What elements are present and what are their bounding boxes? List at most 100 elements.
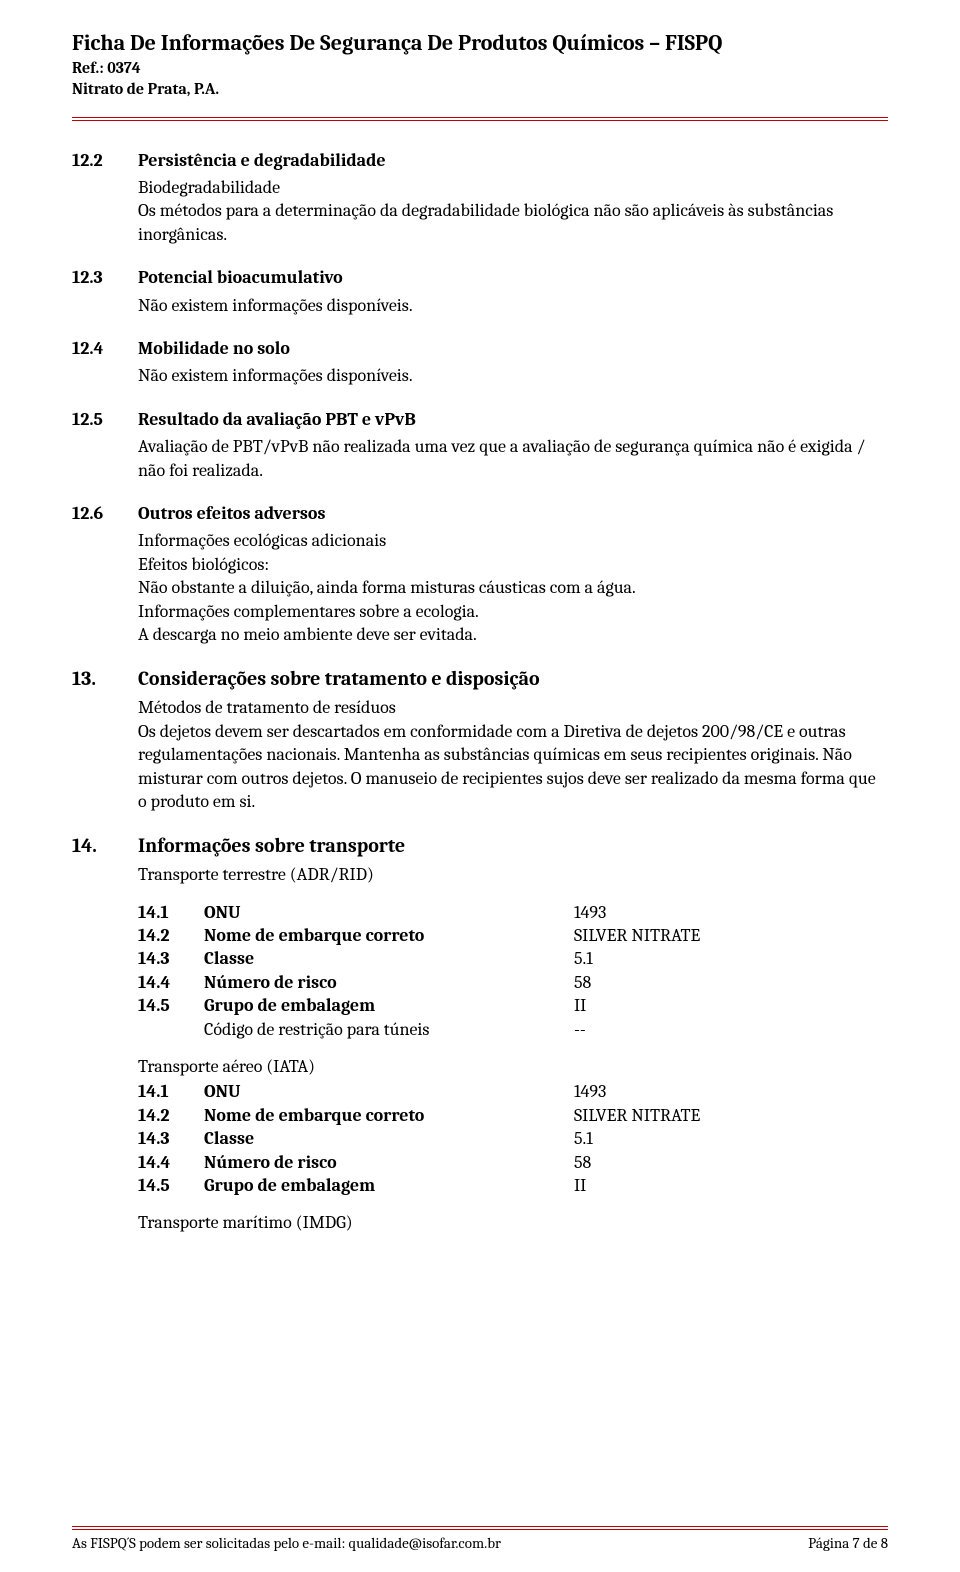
row-label: Grupo de embalagem <box>204 994 574 1017</box>
row-value: 1493 <box>574 1080 888 1103</box>
table-row: 14.5 Grupo de embalagem II <box>138 1174 888 1197</box>
header-rule <box>72 117 888 121</box>
row-num: 14.3 <box>138 1127 204 1150</box>
doc-title: Ficha De Informações De Segurança De Pro… <box>72 30 888 58</box>
doc-product: Nitrato de Prata, P.A. <box>72 79 888 101</box>
document-footer: As FISPQ´S podem ser solicitadas pelo e-… <box>72 1526 888 1552</box>
row-value: 58 <box>574 1151 888 1174</box>
section-body: Transporte terrestre (ADR/RID) <box>138 863 888 886</box>
body-line: Informações complementares sobre a ecolo… <box>138 600 888 623</box>
body-line: A descarga no meio ambiente deve ser evi… <box>138 623 888 646</box>
row-value: 5.1 <box>574 1127 888 1150</box>
section-title: Potencial bioacumulativo <box>138 266 343 289</box>
body-line: Informações ecológicas adicionais <box>138 529 888 552</box>
footer-line: As FISPQ´S podem ser solicitadas pelo e-… <box>72 1534 888 1552</box>
section-body: Biodegradabilidade Os métodos para a det… <box>138 176 888 246</box>
doc-ref: Ref.: 0374 <box>72 58 888 80</box>
section-number: 12.4 <box>72 337 138 360</box>
body-line: Métodos de tratamento de resíduos <box>138 696 888 719</box>
section-body: Não existem informações disponíveis. <box>138 364 888 387</box>
table-row: 14.2 Nome de embarque correto SILVER NIT… <box>138 924 888 947</box>
row-value: -- <box>574 1018 888 1041</box>
section-title: Resultado da avaliação PBT e vPvB <box>138 408 416 431</box>
body-line: Biodegradabilidade <box>138 176 888 199</box>
transport-mode-label: Transporte aéreo (IATA) <box>138 1055 888 1078</box>
table-row: 14.1 ONU 1493 <box>138 1080 888 1103</box>
table-row: 14.2 Nome de embarque correto SILVER NIT… <box>138 1104 888 1127</box>
body-line: Avaliação de PBT/vPvB não realizada uma … <box>138 435 888 482</box>
row-label: ONU <box>204 1080 574 1103</box>
transport-mode-label: Transporte marítimo (IMDG) <box>138 1211 888 1234</box>
row-num: 14.3 <box>138 947 204 970</box>
section-heading: 12.4 Mobilidade no solo <box>72 337 888 360</box>
row-label: Código de restrição para túneis <box>204 1018 574 1041</box>
table-row: 14.1 ONU 1493 <box>138 901 888 924</box>
section-title: Persistência e degradabilidade <box>138 149 386 172</box>
section-number: 14. <box>72 833 138 859</box>
document-page: Ficha De Informações De Segurança De Pro… <box>0 0 960 1572</box>
section-body: Avaliação de PBT/vPvB não realizada uma … <box>138 435 888 482</box>
section-body: Não existem informações disponíveis. <box>138 294 888 317</box>
section-heading: 13. Considerações sobre tratamento e dis… <box>72 666 888 692</box>
body-line: Os métodos para a determinação da degrad… <box>138 199 888 246</box>
table-row: 14.3 Classe 5.1 <box>138 947 888 970</box>
row-label: Grupo de embalagem <box>204 1174 574 1197</box>
row-num: 14.2 <box>138 924 204 947</box>
section-number: 12.3 <box>72 266 138 289</box>
section-number: 12.5 <box>72 408 138 431</box>
transport-table-iata: 14.1 ONU 1493 14.2 Nome de embarque corr… <box>138 1080 888 1197</box>
section-title: Considerações sobre tratamento e disposi… <box>138 666 540 692</box>
row-value: 1493 <box>574 901 888 924</box>
section-number: 13. <box>72 666 138 692</box>
table-row: 14.4 Número de risco 58 <box>138 971 888 994</box>
row-value: 5.1 <box>574 947 888 970</box>
section-heading: 12.3 Potencial bioacumulativo <box>72 266 888 289</box>
row-label: Classe <box>204 947 574 970</box>
row-num: 14.4 <box>138 971 204 994</box>
document-body: 12.2 Persistência e degradabilidade Biod… <box>72 149 888 1235</box>
row-label: Nome de embarque correto <box>204 924 574 947</box>
section-title: Outros efeitos adversos <box>138 502 325 525</box>
body-line: Não existem informações disponíveis. <box>138 364 888 387</box>
section-title: Mobilidade no solo <box>138 337 290 360</box>
table-row: 14.3 Classe 5.1 <box>138 1127 888 1150</box>
table-row: 14.5 Grupo de embalagem II <box>138 994 888 1017</box>
row-value: II <box>574 994 888 1017</box>
row-label: Nome de embarque correto <box>204 1104 574 1127</box>
row-num: 14.2 <box>138 1104 204 1127</box>
body-line: Efeitos biológicos: <box>138 553 888 576</box>
footer-left: As FISPQ´S podem ser solicitadas pelo e-… <box>72 1534 501 1552</box>
section-heading: 12.2 Persistência e degradabilidade <box>72 149 888 172</box>
row-num: 14.1 <box>138 1080 204 1103</box>
row-num <box>138 1018 204 1041</box>
body-line: Transporte terrestre (ADR/RID) <box>138 863 888 886</box>
section-heading: 14. Informações sobre transporte <box>72 833 888 859</box>
row-value: SILVER NITRATE <box>574 924 888 947</box>
section-body: Métodos de tratamento de resíduos Os dej… <box>138 696 888 813</box>
section-heading: 12.5 Resultado da avaliação PBT e vPvB <box>72 408 888 431</box>
section-body: Informações ecológicas adicionais Efeito… <box>138 529 888 646</box>
row-num: 14.5 <box>138 1174 204 1197</box>
footer-right: Página 7 de 8 <box>808 1534 888 1552</box>
row-label: Número de risco <box>204 1151 574 1174</box>
body-line: Não obstante a diluição, ainda forma mis… <box>138 576 888 599</box>
section-number: 12.2 <box>72 149 138 172</box>
row-num: 14.4 <box>138 1151 204 1174</box>
transport-table-adr: 14.1 ONU 1493 14.2 Nome de embarque corr… <box>138 901 888 1041</box>
row-num: 14.5 <box>138 994 204 1017</box>
row-label: Classe <box>204 1127 574 1150</box>
row-value: II <box>574 1174 888 1197</box>
section-number: 12.6 <box>72 502 138 525</box>
body-line: Os dejetos devem ser descartados em conf… <box>138 720 888 814</box>
row-label: Número de risco <box>204 971 574 994</box>
row-num: 14.1 <box>138 901 204 924</box>
row-value: 58 <box>574 971 888 994</box>
row-value: SILVER NITRATE <box>574 1104 888 1127</box>
footer-rule <box>72 1526 888 1530</box>
section-title: Informações sobre transporte <box>138 833 405 859</box>
row-label: ONU <box>204 901 574 924</box>
table-row: 14.4 Número de risco 58 <box>138 1151 888 1174</box>
table-row: Código de restrição para túneis -- <box>138 1018 888 1041</box>
section-heading: 12.6 Outros efeitos adversos <box>72 502 888 525</box>
document-header: Ficha De Informações De Segurança De Pro… <box>72 30 888 121</box>
